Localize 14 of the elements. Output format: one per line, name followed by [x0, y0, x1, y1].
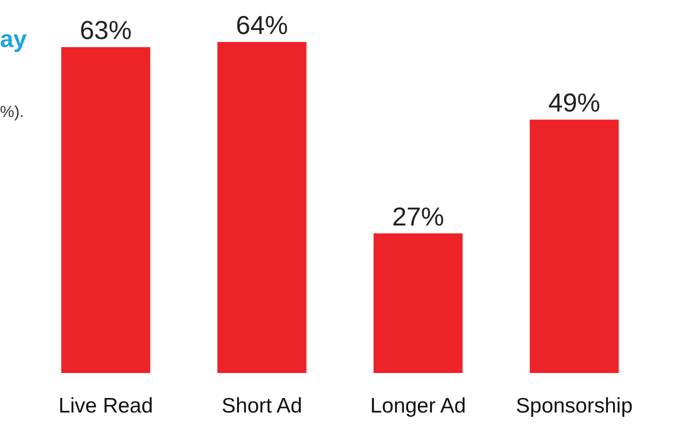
x-tick-label: Sponsorship — [516, 394, 633, 418]
bar — [61, 47, 150, 373]
x-tick-label: Short Ad — [222, 394, 302, 418]
bar — [374, 233, 463, 373]
text: ay — [0, 26, 28, 53]
data-label: 63% — [80, 15, 132, 46]
bar — [217, 42, 306, 373]
x-tick-label: Longer Ad — [370, 394, 466, 418]
bar — [530, 120, 619, 373]
x-tick-label: Live Read — [58, 394, 154, 418]
data-label: 49% — [548, 88, 600, 118]
data-label: 64% — [236, 10, 288, 40]
text: %). — [0, 104, 24, 121]
data-label: 27% — [392, 201, 444, 232]
